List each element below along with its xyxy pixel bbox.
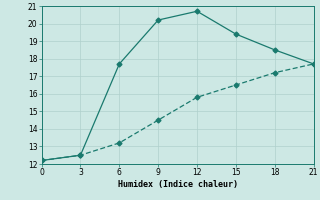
X-axis label: Humidex (Indice chaleur): Humidex (Indice chaleur) xyxy=(118,180,237,189)
